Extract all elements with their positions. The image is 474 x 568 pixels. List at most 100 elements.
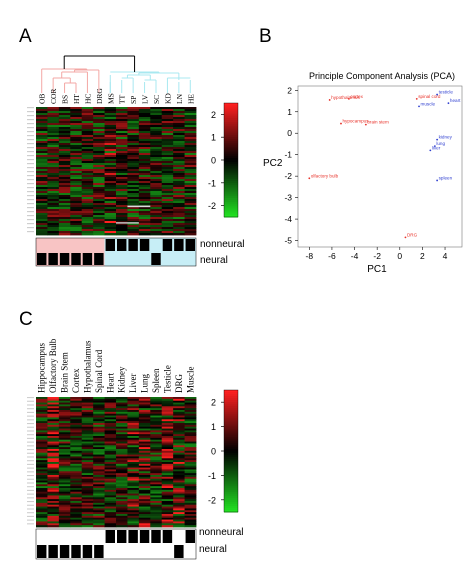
pca-point [415, 97, 418, 100]
pca-point-label: hypocampus [342, 119, 369, 124]
colorbar-tick-label: -1 [208, 178, 216, 188]
colorbar-tick-label: 1 [211, 133, 216, 143]
pca-y-tick-label: -3 [284, 193, 292, 203]
pca-y-tick-label: -1 [284, 150, 292, 160]
nonneural-mark [185, 530, 195, 543]
nonneural-mark [105, 239, 115, 251]
neural-mark [37, 545, 47, 558]
colorbar-tick-label: -1 [208, 471, 216, 481]
panel-a-column-label: COR [49, 89, 58, 104]
pca-point-label: heart [450, 98, 461, 103]
colorbar-tick-label: 2 [211, 110, 216, 120]
panel-c-column-labels: Hippocampus Olfactory Bulb Brain Stem Corte… [37, 338, 196, 393]
neural-mark [71, 253, 81, 265]
panel-c-sample-annotation [35, 528, 197, 560]
pca-y-tick-label: -4 [284, 214, 292, 224]
panel-c-column-label: Spleen [151, 368, 161, 393]
panel-c-nonneural-label: nonneural [199, 527, 243, 538]
neural-mark [48, 253, 58, 265]
nonneural-mark [139, 530, 150, 543]
pca-point-label: testicle [439, 90, 454, 95]
pca-point [436, 93, 439, 96]
pca-chart-title: Principle Component Analysis (PCA) [309, 71, 455, 81]
panel-a-column-label: DRG [95, 88, 104, 104]
neural-mark [94, 253, 104, 265]
pca-x-tick-label: -2 [373, 251, 381, 261]
neural-mark [82, 545, 93, 558]
panel-a-heatmap [27, 107, 197, 236]
pca-y-tick-label: 2 [287, 85, 292, 95]
nonneural-mark [185, 239, 195, 251]
pca-point [308, 177, 311, 180]
pca-point [328, 99, 331, 101]
nonneural-mark [117, 530, 127, 543]
panel-c-column-label: Hippocampus [37, 343, 47, 393]
panel-a-nonneural-label: nonneural [200, 239, 244, 250]
pca-point-label: spleen [439, 175, 453, 180]
pca-axes: -8 -6 -4 -2 0 2 4 2 1 0 -1 -2 -3 -4 -5 [284, 85, 463, 261]
panel-a-column-label: LN [175, 93, 184, 104]
nonneural-mark [162, 239, 173, 251]
colorbar-tick-label: 0 [211, 156, 216, 166]
panel-a-neural-label: neural [200, 255, 228, 266]
neural-band [36, 238, 105, 266]
panel-a: OB COR BS HT HC DRG MS TT SP LV SC KD LN HE nonneural… [27, 55, 244, 267]
panel-a-column-label: MS [106, 93, 115, 104]
pca-point [340, 122, 342, 125]
pca-point-label: kidney [439, 135, 453, 140]
pca-x-axis-label: PC1 [367, 264, 387, 275]
panel-a-column-label: SP [129, 96, 138, 104]
pca-point-label: olfactory bulb [311, 173, 339, 178]
panel-a-sample-annotation [35, 237, 197, 267]
panel-c-column-label: Muscle [185, 367, 195, 394]
pca-point [433, 145, 436, 148]
nonneural-mark [105, 530, 115, 543]
pca-x-tick-label: -8 [306, 251, 314, 261]
pca-y-tick-label: -5 [284, 236, 292, 246]
panel-a-column-label: TT [118, 94, 127, 104]
pca-point-label: liver [432, 145, 441, 150]
pca-point [436, 138, 439, 141]
pca-x-tick-label: 2 [420, 251, 425, 261]
pca-point-label: spinal cord [418, 94, 441, 99]
neural-mark [71, 545, 81, 558]
nonneural-mark [128, 239, 138, 251]
neural-mark [37, 253, 47, 265]
pca-point-label: muscle [421, 101, 436, 106]
pca-y-tick-label: -2 [284, 171, 292, 181]
panel-a-column-labels: OB COR BS HT HC DRG MS TT SP LV SC KD LN HE [38, 88, 196, 104]
row-label-strip [27, 397, 34, 525]
panel-c-column-label: Olfactory Bulb [48, 338, 58, 393]
pca-point [364, 123, 367, 126]
pca-x-tick-label: 4 [443, 251, 448, 261]
neural-mark [48, 545, 58, 558]
panel-a-column-label: KD [163, 93, 172, 104]
neural-mark [151, 253, 161, 265]
panel-c-heatmap [27, 397, 197, 528]
pca-point [429, 149, 432, 152]
panel-a-column-label: HT [72, 94, 81, 104]
nonneural-mark [151, 530, 161, 543]
panel-c-column-label: Hypothalamus [82, 340, 92, 393]
pca-y-tick-label: 1 [287, 107, 292, 117]
panel-label-b: B [259, 26, 272, 47]
panel-c-column-label: Testicle [162, 365, 172, 393]
panel-c-column-label: Brain Stem [60, 352, 70, 393]
nonneural-mark [117, 239, 127, 251]
neural-mark [59, 253, 70, 265]
panel-c-colorbar: 2 1 0 -1 -2 [208, 389, 239, 513]
panel-c-column-label: Lung [140, 374, 150, 393]
pca-x-tick-label: 0 [397, 251, 402, 261]
panel-a-column-label: OB [38, 94, 47, 104]
pca-point-label: hypothalamus [331, 95, 360, 100]
colorbar-tick-label: 1 [211, 422, 216, 432]
panel-a-column-label: BS [61, 95, 70, 104]
pca-plot-area [297, 85, 463, 248]
pca-y-axis-label: PC2 [263, 158, 283, 169]
pca-point [347, 97, 350, 100]
colorbar-tick-label: -2 [208, 495, 216, 505]
pca-point [447, 102, 450, 105]
panel-a-colorbar: 2 1 0 -1 -2 [208, 102, 239, 218]
pca-x-tick-label: -4 [351, 251, 359, 261]
